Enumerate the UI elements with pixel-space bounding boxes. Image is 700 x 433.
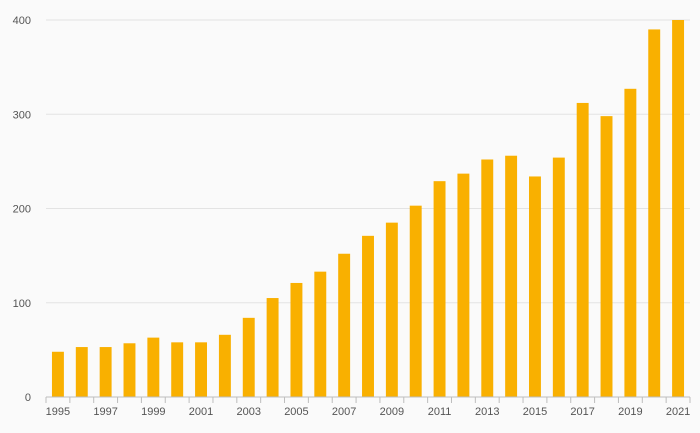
x-tick-label-1997: 1997 bbox=[93, 406, 117, 418]
bar-1997 bbox=[99, 347, 112, 397]
bar-2005 bbox=[290, 282, 303, 397]
y-tick-label-200: 200 bbox=[13, 204, 31, 216]
x-tick-label-2019: 2019 bbox=[618, 406, 642, 418]
bar-1998 bbox=[123, 343, 136, 397]
bar-1999 bbox=[147, 337, 160, 397]
bar-2016 bbox=[552, 157, 565, 397]
bar-2015 bbox=[529, 176, 541, 397]
bar-2006 bbox=[314, 271, 327, 397]
y-tick-label-400: 400 bbox=[13, 15, 31, 27]
bar-2009 bbox=[385, 222, 398, 397]
x-tick-label-2013: 2013 bbox=[475, 406, 499, 418]
bar-2012 bbox=[457, 173, 470, 397]
y-tick-label-100: 100 bbox=[13, 298, 31, 310]
x-tick-label-2007: 2007 bbox=[332, 406, 356, 418]
x-axis-ticks bbox=[45, 397, 691, 403]
x-tick-label-2011: 2011 bbox=[428, 406, 452, 418]
x-tick-label-1999: 1999 bbox=[141, 406, 165, 418]
bar-2003 bbox=[242, 317, 255, 397]
bar-2001 bbox=[195, 342, 207, 397]
y-tick-label-0: 0 bbox=[25, 392, 31, 404]
x-tick-label-2001: 2001 bbox=[189, 406, 213, 418]
x-tick-label-2003: 2003 bbox=[236, 406, 260, 418]
bar-2013 bbox=[481, 159, 494, 397]
bars bbox=[51, 20, 685, 398]
x-tick-label-2005: 2005 bbox=[284, 406, 308, 418]
bar-2002 bbox=[218, 334, 231, 397]
bar-2000 bbox=[171, 342, 184, 397]
bar-2008 bbox=[362, 235, 374, 397]
bar-2014 bbox=[505, 155, 518, 397]
x-tick-label-2017: 2017 bbox=[570, 406, 594, 418]
x-tick-label-2021: 2021 bbox=[666, 406, 690, 418]
bar-2018 bbox=[600, 116, 613, 397]
bar-2019 bbox=[624, 88, 637, 398]
bar-2010 bbox=[409, 205, 422, 397]
bar-2020 bbox=[648, 29, 661, 398]
y-axis-tick-labels: 0 100 200 300 400 bbox=[13, 15, 31, 404]
y-tick-label-300: 300 bbox=[13, 109, 31, 121]
bar-2011 bbox=[433, 181, 446, 397]
bar-1996 bbox=[75, 347, 88, 397]
bar-2021 bbox=[672, 20, 685, 397]
x-axis-tick-labels: 1995 1997 1999 2001 2003 2005 2007 2009 2011 2013… bbox=[46, 406, 691, 418]
x-tick-label-1995: 1995 bbox=[46, 406, 70, 418]
bar-2017 bbox=[576, 102, 589, 397]
x-tick-label-2015: 2015 bbox=[523, 406, 547, 418]
bar-1995 bbox=[51, 351, 64, 397]
bar-2007 bbox=[338, 253, 351, 397]
bar-2004 bbox=[266, 298, 279, 397]
x-tick-label-2009: 2009 bbox=[380, 406, 404, 418]
